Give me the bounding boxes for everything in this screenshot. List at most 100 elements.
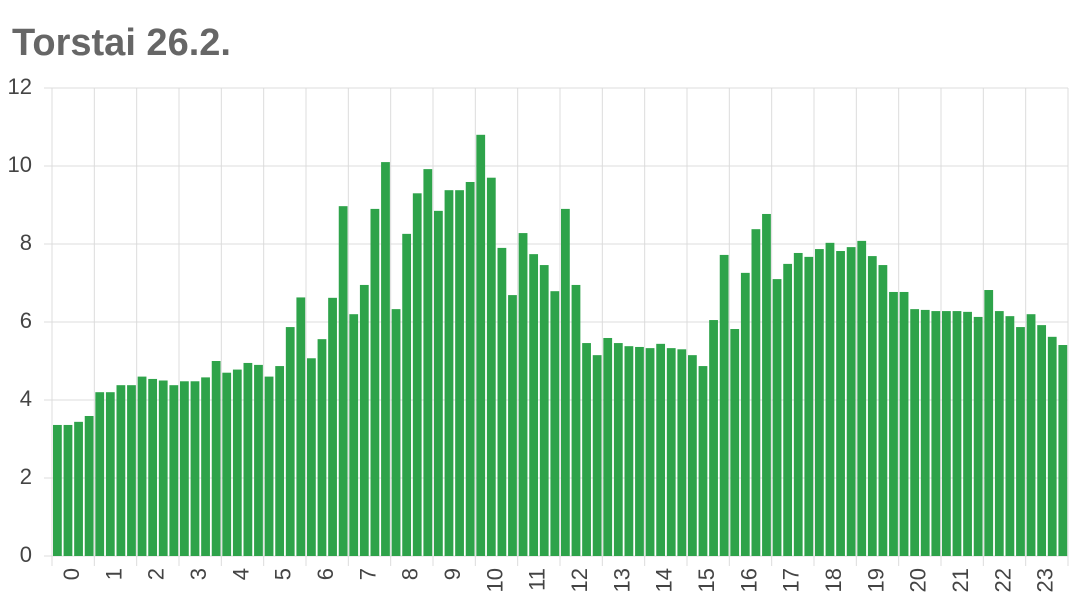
bar bbox=[709, 320, 718, 556]
x-tick-label: 2 bbox=[144, 568, 169, 580]
bar bbox=[635, 346, 644, 556]
bar bbox=[529, 254, 539, 556]
bar bbox=[497, 247, 507, 556]
bar bbox=[95, 392, 105, 556]
x-tick-label: 6 bbox=[313, 568, 338, 580]
bar bbox=[762, 213, 771, 556]
bar bbox=[963, 311, 972, 556]
x-tick-label: 4 bbox=[228, 568, 253, 580]
x-tick-label: 19 bbox=[863, 568, 888, 592]
x-tick-label: 15 bbox=[694, 568, 719, 592]
bar bbox=[381, 162, 390, 556]
bar bbox=[815, 249, 824, 556]
bar bbox=[1037, 325, 1047, 556]
bar bbox=[1016, 327, 1025, 556]
bar bbox=[846, 247, 856, 556]
bar bbox=[158, 380, 168, 556]
bar bbox=[582, 343, 591, 556]
bar bbox=[973, 316, 983, 556]
bar bbox=[793, 252, 803, 556]
bar bbox=[677, 349, 687, 556]
bar bbox=[730, 329, 740, 556]
bar bbox=[751, 229, 761, 556]
bar bbox=[772, 279, 782, 556]
x-tick-label: 11 bbox=[525, 568, 550, 591]
y-tick-label: 12 bbox=[8, 74, 32, 99]
bar bbox=[127, 385, 136, 556]
bar bbox=[402, 233, 412, 557]
x-tick-label: 23 bbox=[1033, 568, 1058, 592]
bar bbox=[518, 233, 528, 556]
bar bbox=[571, 284, 581, 556]
y-tick-label: 4 bbox=[20, 386, 32, 411]
bar bbox=[889, 291, 898, 556]
bar bbox=[222, 372, 232, 556]
bar bbox=[486, 177, 496, 556]
x-tick-label: 21 bbox=[948, 568, 973, 592]
bar bbox=[645, 348, 655, 556]
x-tick-label: 16 bbox=[736, 568, 761, 592]
bar bbox=[1005, 316, 1015, 556]
bar bbox=[201, 377, 210, 556]
chart-title: Torstai 26.2. bbox=[12, 22, 231, 64]
bar bbox=[857, 240, 867, 556]
bar bbox=[836, 251, 845, 556]
bar bbox=[296, 297, 306, 556]
bar bbox=[1058, 345, 1068, 556]
bar bbox=[613, 343, 623, 556]
bar bbox=[317, 339, 327, 556]
bar bbox=[465, 181, 475, 557]
bar bbox=[307, 358, 316, 556]
bar bbox=[666, 348, 676, 556]
bar bbox=[285, 327, 295, 556]
x-tick-label: 14 bbox=[652, 568, 677, 592]
bar bbox=[825, 242, 835, 556]
y-tick-label: 6 bbox=[20, 308, 32, 333]
bar bbox=[349, 314, 359, 556]
bar bbox=[211, 361, 221, 556]
bar bbox=[952, 311, 962, 556]
bar bbox=[539, 265, 549, 556]
bar bbox=[338, 206, 348, 557]
x-tick-label: 7 bbox=[355, 568, 380, 580]
x-tick-label: 3 bbox=[186, 568, 211, 580]
bar bbox=[688, 355, 697, 556]
x-tick-label: 10 bbox=[482, 568, 507, 592]
bar bbox=[476, 134, 486, 557]
x-tick-label: 9 bbox=[440, 568, 465, 580]
bar bbox=[328, 297, 337, 556]
bar bbox=[359, 284, 369, 556]
bar bbox=[698, 366, 708, 556]
bar bbox=[148, 378, 158, 556]
bar bbox=[254, 364, 263, 556]
bar bbox=[232, 369, 242, 556]
x-tick-label: 22 bbox=[990, 568, 1015, 592]
bar bbox=[804, 256, 814, 556]
bar bbox=[243, 362, 253, 556]
bar bbox=[275, 366, 285, 556]
x-tick-label: 5 bbox=[271, 568, 296, 580]
x-tick-label: 17 bbox=[779, 568, 804, 592]
y-tick-label: 10 bbox=[8, 152, 32, 177]
y-tick-label: 2 bbox=[20, 464, 32, 489]
bar bbox=[137, 376, 147, 556]
bar bbox=[740, 272, 750, 556]
bar bbox=[455, 190, 464, 556]
bar bbox=[719, 254, 729, 557]
bar bbox=[624, 346, 634, 556]
bar bbox=[899, 291, 909, 556]
y-tick-label: 0 bbox=[20, 542, 32, 567]
bar bbox=[592, 355, 602, 556]
bar bbox=[84, 415, 94, 556]
bar bbox=[391, 309, 401, 556]
bar bbox=[942, 311, 951, 556]
bar bbox=[1026, 314, 1036, 556]
bar bbox=[105, 392, 115, 556]
x-tick-label: 0 bbox=[59, 568, 84, 580]
bar bbox=[63, 424, 73, 556]
bar bbox=[264, 376, 274, 556]
bar bbox=[412, 193, 422, 557]
bar bbox=[561, 208, 570, 556]
bar bbox=[783, 263, 793, 556]
